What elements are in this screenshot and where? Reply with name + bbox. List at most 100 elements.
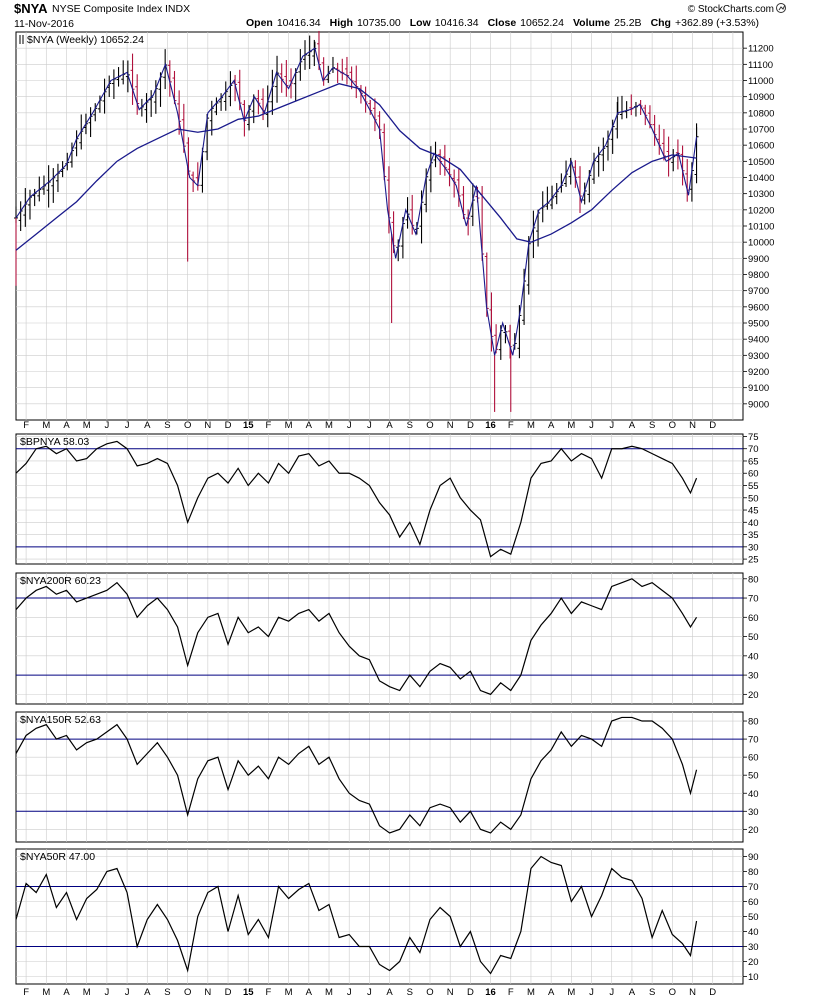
y-tick-label: 60 bbox=[748, 753, 759, 764]
x-tick-label: A bbox=[386, 987, 393, 998]
x-tick-label: A bbox=[63, 420, 70, 431]
x-tick-label: J bbox=[347, 987, 352, 998]
y-tick-label: 9400 bbox=[748, 335, 769, 346]
x-tick-label: D bbox=[709, 987, 716, 998]
x-axis: F F M M A A M M J J J J A A S S O O N N D D 15 15 F F M M A A M M J J J J A A… bbox=[23, 420, 716, 998]
indicator-line-nya200r bbox=[15, 578, 698, 696]
x-tick-label: J bbox=[609, 987, 614, 998]
quote-value-low: 10416.34 bbox=[435, 17, 479, 29]
x-tick-label: M bbox=[83, 420, 91, 431]
y-tick-label: 20 bbox=[748, 957, 759, 968]
y-tick-label: 9100 bbox=[748, 383, 769, 394]
panel-title-nya50r: $NYA50R 47.00 bbox=[20, 851, 95, 863]
x-tick-label: F bbox=[23, 987, 29, 998]
y-tick-label: 10800 bbox=[748, 108, 774, 119]
panel-frame bbox=[15, 711, 744, 843]
y-tick-label: 10000 bbox=[748, 238, 774, 249]
y-tick-label: 10100 bbox=[748, 222, 774, 233]
x-tick-label: F bbox=[266, 987, 272, 998]
y-tick-label: 75 bbox=[748, 432, 759, 443]
y-tick-label: 50 bbox=[748, 493, 759, 504]
y-tick-label: 10400 bbox=[748, 173, 774, 184]
y-tick-label: 45 bbox=[748, 506, 759, 517]
x-tick-label: S bbox=[164, 420, 170, 431]
x-tick-label: J bbox=[589, 420, 594, 431]
x-tick-label: M bbox=[527, 987, 535, 998]
price-close-line bbox=[15, 47, 698, 356]
exchange-label: INDX bbox=[165, 3, 190, 15]
y-tick-label: 9700 bbox=[748, 286, 769, 297]
x-tick-label: O bbox=[426, 987, 433, 998]
y-tick-label: 60 bbox=[748, 613, 759, 624]
x-tick-label: M bbox=[285, 987, 293, 998]
y-tick-label: 10700 bbox=[748, 125, 774, 136]
x-tick-label: O bbox=[669, 420, 676, 431]
quote-summary: Open 10416.34 High 10735.00 Low 10416.34 Close… bbox=[246, 17, 759, 29]
y-tick-label: 10200 bbox=[748, 205, 774, 216]
x-tick-label: 15 bbox=[243, 987, 254, 998]
y-tick-label: 35 bbox=[748, 530, 759, 541]
x-tick-label: S bbox=[407, 420, 413, 431]
quote-label-close: Close bbox=[488, 17, 517, 29]
chart-header: $NYA NYSE Composite Index INDX 11-Nov-20… bbox=[14, 1, 786, 30]
quote-value-close: 10652.24 bbox=[520, 17, 564, 29]
x-tick-label: F bbox=[23, 420, 29, 431]
x-tick-label: A bbox=[144, 987, 151, 998]
x-tick-label: 15 bbox=[243, 420, 254, 431]
panel-title-nya150r: $NYA150R 52.63 bbox=[20, 714, 101, 726]
x-tick-label: D bbox=[225, 420, 232, 431]
x-tick-label: M bbox=[285, 420, 293, 431]
x-tick-label: A bbox=[306, 987, 313, 998]
y-tick-label: 70 bbox=[748, 444, 759, 455]
x-tick-label: M bbox=[567, 420, 575, 431]
panel-nya150r: 20 30 40 50 60 70 80 $NYA150R 52.63 bbox=[15, 711, 759, 843]
y-tick-label: 80 bbox=[748, 717, 759, 728]
y-tick-label: 9600 bbox=[748, 302, 769, 313]
y-tick-label: 70 bbox=[748, 882, 759, 893]
x-tick-label: S bbox=[649, 987, 655, 998]
x-tick-label: J bbox=[125, 420, 130, 431]
y-tick-label: 40 bbox=[748, 927, 759, 938]
x-tick-label: N bbox=[204, 987, 211, 998]
indicator-line-nya150r bbox=[15, 716, 698, 834]
y-tick-label: 40 bbox=[748, 651, 759, 662]
y-tick-label: 30 bbox=[748, 942, 759, 953]
panel-title-price: $NYA (Weekly) 10652.24 bbox=[27, 34, 144, 46]
y-tick-label: 55 bbox=[748, 481, 759, 492]
x-tick-label: N bbox=[447, 987, 454, 998]
y-tick-label: 9200 bbox=[748, 367, 769, 378]
y-tick-label: 30 bbox=[748, 807, 759, 818]
y-tick-label: 50 bbox=[748, 632, 759, 643]
x-tick-label: F bbox=[266, 420, 272, 431]
x-tick-label: S bbox=[649, 420, 655, 431]
y-tick-label: 65 bbox=[748, 456, 759, 467]
x-tick-label: O bbox=[184, 420, 191, 431]
y-tick-label: 90 bbox=[748, 852, 759, 863]
x-tick-label: M bbox=[42, 987, 50, 998]
quote-label-low: Low bbox=[410, 17, 432, 29]
x-tick-label: J bbox=[347, 420, 352, 431]
x-tick-label: J bbox=[367, 987, 372, 998]
quote-value-chg: +362.89 (+3.53%) bbox=[675, 17, 759, 29]
y-tick-label: 11100 bbox=[748, 60, 773, 71]
quote-label-open: Open bbox=[246, 17, 273, 29]
x-tick-label: A bbox=[629, 420, 636, 431]
y-tick-label: 40 bbox=[748, 789, 759, 800]
y-tick-label: 9500 bbox=[748, 319, 769, 330]
date-label: 11-Nov-2016 bbox=[14, 18, 74, 30]
x-tick-label: A bbox=[386, 420, 393, 431]
x-tick-label: N bbox=[204, 420, 211, 431]
x-tick-label: M bbox=[83, 987, 91, 998]
quote-label-chg: Chg bbox=[651, 17, 671, 29]
symbol-label: $NYA bbox=[14, 1, 48, 16]
y-tick-label: 11000 bbox=[748, 76, 774, 87]
y-tick-label: 20 bbox=[748, 825, 759, 836]
x-tick-label: D bbox=[709, 420, 716, 431]
panel-frame bbox=[15, 572, 744, 705]
moving-average-line bbox=[15, 83, 697, 251]
x-tick-label: S bbox=[407, 987, 413, 998]
chart-panels: 9000 9100 9200 9300 9400 9500 9600 9700 9800 9900… bbox=[14, 30, 774, 998]
panel-price: 9000 9100 9200 9300 9400 9500 9600 9700 9800 9900… bbox=[14, 30, 774, 421]
